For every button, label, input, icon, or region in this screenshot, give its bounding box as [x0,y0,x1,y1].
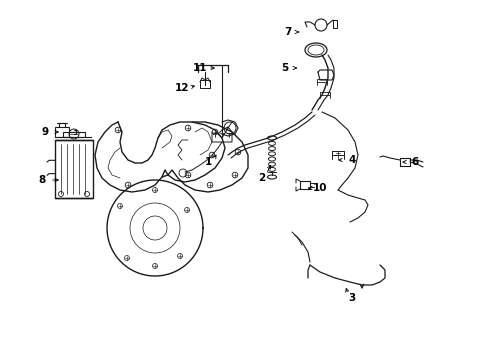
Text: 7: 7 [284,27,291,37]
Text: 2: 2 [258,173,265,183]
Text: 5: 5 [281,63,288,73]
Bar [55,127,69,137]
Text: 4: 4 [347,155,355,165]
Text: 9: 9 [41,127,48,137]
Text: 10: 10 [312,183,326,193]
Bar [200,80,209,88]
Text: 8: 8 [38,175,45,185]
Text: 12: 12 [174,83,189,93]
Bar [63,132,85,137]
Text: 6: 6 [410,157,418,167]
Text: 11: 11 [192,63,207,73]
Text: 3: 3 [347,293,355,303]
Text: 1: 1 [204,157,211,167]
Bar [55,140,93,198]
